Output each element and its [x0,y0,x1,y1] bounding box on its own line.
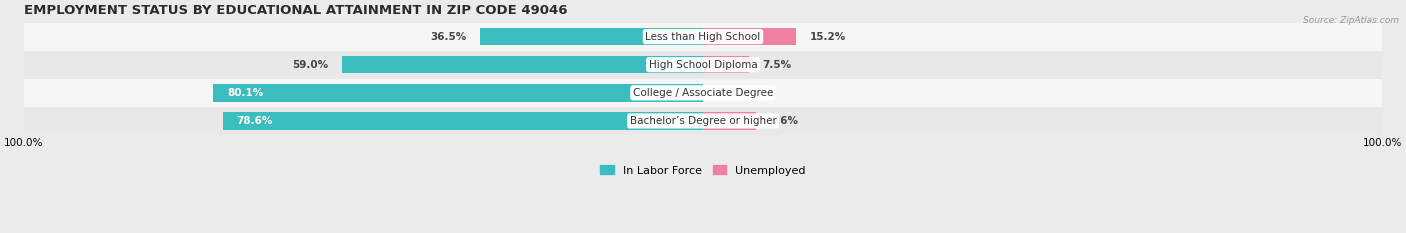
Text: 8.6%: 8.6% [769,116,799,126]
Bar [24,23,1382,51]
Text: 80.1%: 80.1% [226,88,263,98]
Text: Source: ZipAtlas.com: Source: ZipAtlas.com [1303,16,1399,25]
Text: EMPLOYMENT STATUS BY EDUCATIONAL ATTAINMENT IN ZIP CODE 49046: EMPLOYMENT STATUS BY EDUCATIONAL ATTAINM… [24,4,568,17]
Text: 36.5%: 36.5% [430,31,467,41]
Bar [214,84,703,102]
Text: Bachelor’s Degree or higher: Bachelor’s Degree or higher [630,116,776,126]
Bar [24,107,1382,135]
Text: 7.5%: 7.5% [762,60,792,70]
Text: 15.2%: 15.2% [810,31,846,41]
Text: High School Diploma: High School Diploma [648,60,758,70]
Bar [343,56,703,73]
Text: 59.0%: 59.0% [292,60,329,70]
Text: 78.6%: 78.6% [236,116,273,126]
Text: College / Associate Degree: College / Associate Degree [633,88,773,98]
Legend: In Labor Force, Unemployed: In Labor Force, Unemployed [596,161,810,180]
Bar [479,28,703,45]
Bar [703,56,749,73]
Bar [222,112,703,130]
Text: 0.0%: 0.0% [717,88,745,98]
Bar [24,51,1382,79]
Bar [703,112,755,130]
Bar [24,79,1382,107]
Text: Less than High School: Less than High School [645,31,761,41]
Bar [703,28,796,45]
